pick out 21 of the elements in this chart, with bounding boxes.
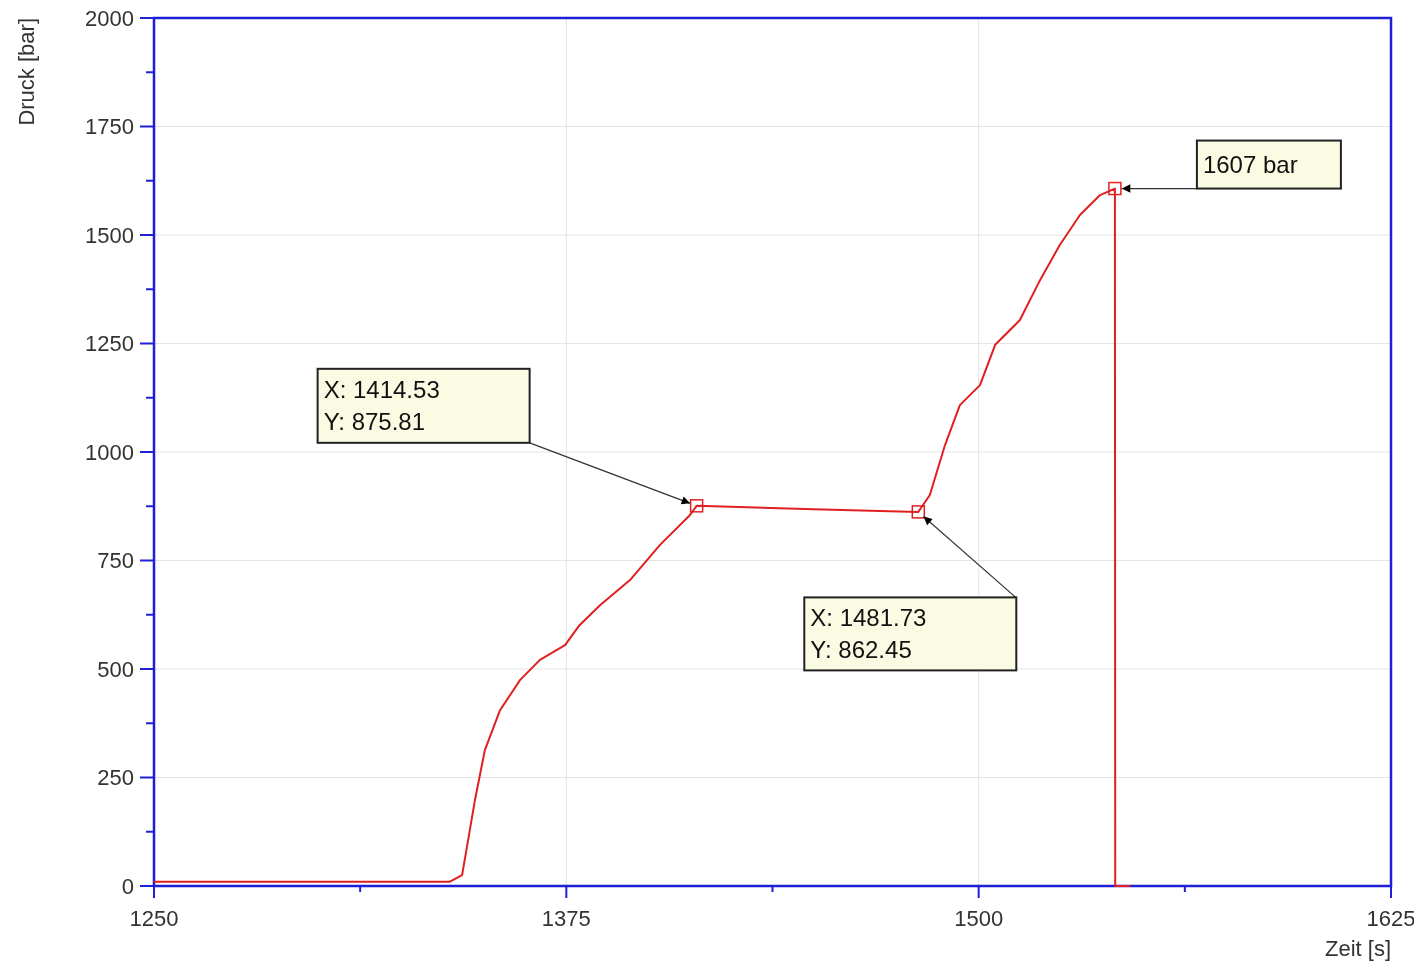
y-tick-label: 0 bbox=[121, 873, 134, 899]
y-tick-label: 1500 bbox=[85, 222, 134, 248]
x-axis-title: Zeit [s] bbox=[1324, 936, 1391, 961]
x-tick-label: 1500 bbox=[954, 906, 1004, 931]
point bbox=[1108, 181, 1122, 196]
y-tick-label: 1750 bbox=[85, 114, 134, 140]
y-tick-label: 750 bbox=[97, 548, 134, 574]
y-tick-label: 2000 bbox=[85, 5, 134, 31]
point bbox=[911, 505, 926, 519]
annotation: X: 1414.53 Y: 875.81 bbox=[323, 376, 440, 436]
y-tick-label: 1250 bbox=[85, 331, 134, 357]
y-tick-label: 1000 bbox=[85, 439, 134, 465]
y-tick-label: 500 bbox=[97, 656, 134, 682]
y-tick-label: 250 bbox=[97, 765, 134, 791]
x-tick-label: 1625 bbox=[1366, 906, 1416, 931]
x-tick-label: 1375 bbox=[541, 906, 591, 931]
annotation: X: 1481.73 Y: 862.45 bbox=[810, 604, 927, 664]
annotation: 1607 bar bbox=[1202, 150, 1298, 178]
point bbox=[689, 499, 704, 513]
y-axis-title: Druck [bar] bbox=[14, 18, 39, 126]
x-tick-label: 1250 bbox=[129, 906, 179, 931]
